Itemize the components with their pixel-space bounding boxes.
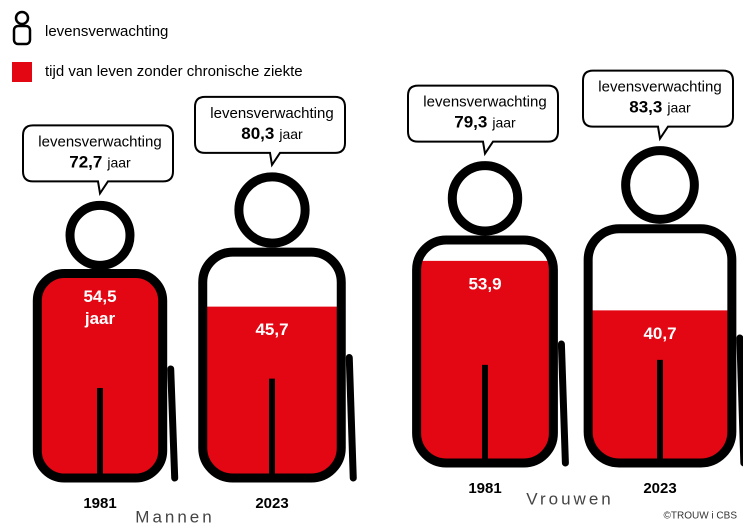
callout-title: levensverwachting <box>38 133 161 150</box>
callout-title: levensverwachting <box>598 79 721 96</box>
healthy-value: 40,7 <box>643 324 676 343</box>
group-label: Mannen <box>135 507 214 524</box>
legend-icon <box>14 26 30 44</box>
life-expectancy-value: 83,3 <box>629 98 662 117</box>
legend-label: levensverwachting <box>45 23 168 40</box>
year-label: 2023 <box>643 480 676 497</box>
healthy-value: 45,7 <box>255 320 288 339</box>
head <box>626 151 695 220</box>
legend-label: tijd van leven zonder chronische ziekte <box>45 63 303 80</box>
callout-unit: jaar <box>666 99 691 115</box>
cane <box>171 369 175 478</box>
healthy-unit: jaar <box>84 309 116 328</box>
healthy-value: 53,9 <box>468 274 501 293</box>
life-expectancy-value: 80,3 <box>241 124 274 143</box>
year-label: 1981 <box>83 495 116 512</box>
cane <box>349 358 353 478</box>
source: ©TROUW i CBS <box>664 511 738 522</box>
callout-title: levensverwachting <box>210 105 333 122</box>
year-label: 1981 <box>468 480 501 497</box>
life-expectancy-value: 79,3 <box>454 113 487 132</box>
head <box>70 205 130 265</box>
callout-title: levensverwachting <box>423 94 546 111</box>
callout-unit: jaar <box>278 126 303 142</box>
legend: levensverwachting tijd van leven zonder … <box>12 12 303 82</box>
life-expectancy-value: 72,7 <box>69 153 102 172</box>
group-label: Vrouwen <box>526 489 613 508</box>
healthy-value: 54,5 <box>83 287 116 306</box>
cane <box>561 344 565 463</box>
head <box>239 177 305 243</box>
callout-unit: jaar <box>106 154 131 170</box>
year-label: 2023 <box>255 495 288 512</box>
legend-swatch <box>12 62 32 82</box>
head <box>452 166 517 231</box>
legend-icon <box>16 12 28 24</box>
callout-unit: jaar <box>491 114 516 130</box>
infographic: levensverwachting tijd van leven zonder … <box>0 0 743 524</box>
